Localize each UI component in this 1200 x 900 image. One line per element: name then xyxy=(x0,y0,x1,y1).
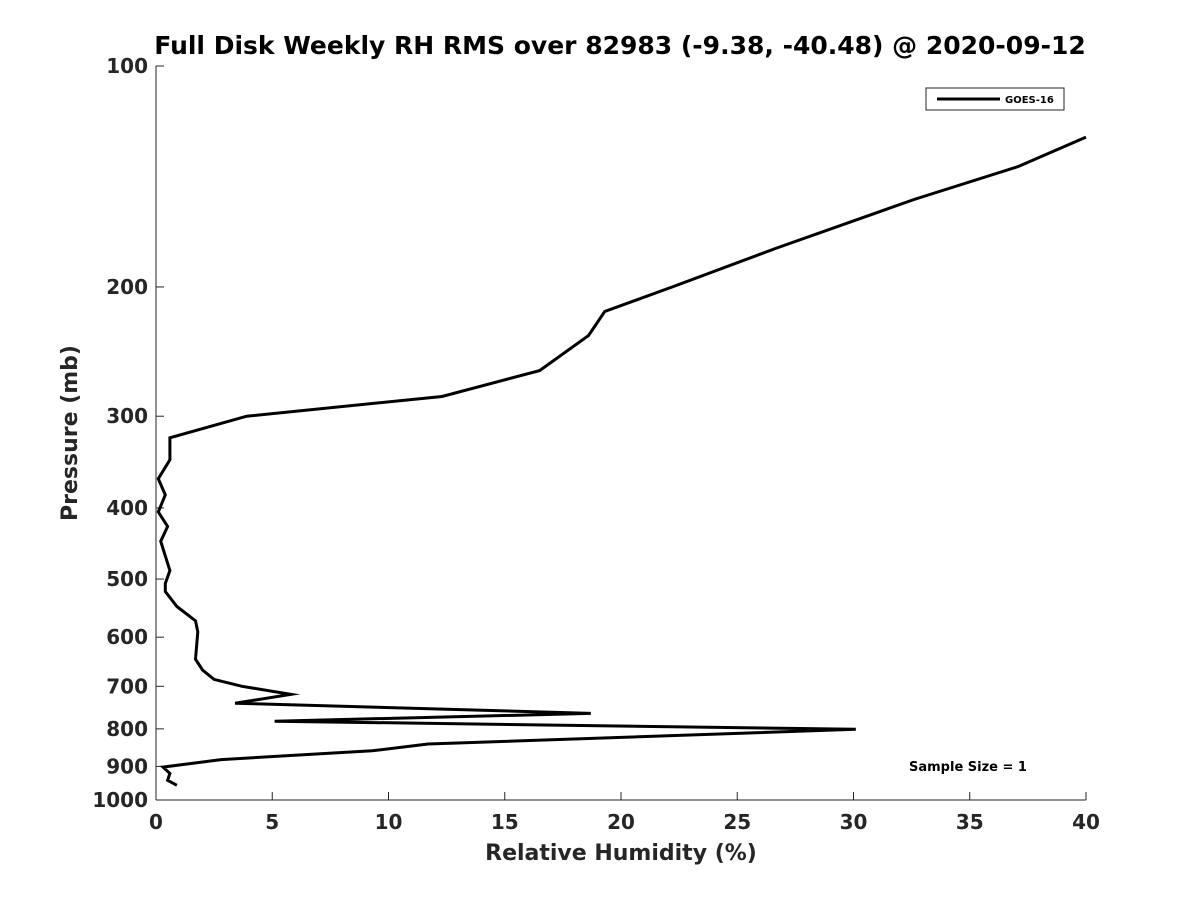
y-tick-label: 400 xyxy=(106,496,148,520)
y-axis-label: Pressure (mb) xyxy=(58,345,83,521)
y-tick-label: 700 xyxy=(106,674,148,698)
x-ticks: 0 5 10 15 20 25 30 35 40 xyxy=(149,792,1100,834)
x-tick-label: 0 xyxy=(149,810,163,834)
x-tick-label: 20 xyxy=(607,810,635,834)
y-tick-label: 800 xyxy=(106,717,148,741)
x-tick-label: 25 xyxy=(723,810,751,834)
x-tick-label: 10 xyxy=(375,810,403,834)
series-layer xyxy=(156,135,1087,787)
y-tick-label: 900 xyxy=(106,754,148,778)
y-tick-label: 600 xyxy=(106,625,148,649)
x-axis-label: Relative Humidity (%) xyxy=(485,841,757,866)
y-ticks: 100 200 300 400 500 600 700 800 900 1000 xyxy=(92,54,164,812)
sample-size-annotation: Sample Size = 1 xyxy=(909,760,1027,775)
y-tick-label: 1000 xyxy=(92,788,148,812)
y-tick-label: 300 xyxy=(106,404,148,428)
x-tick-label: 5 xyxy=(265,810,279,834)
x-tick-label: 35 xyxy=(956,810,984,834)
y-tick-label: 200 xyxy=(106,275,148,299)
legend-label: GOES-16 xyxy=(1005,95,1054,106)
x-tick-label: 30 xyxy=(840,810,868,834)
chart-title: Full Disk Weekly RH RMS over 82983 (-9.3… xyxy=(154,31,1086,60)
x-tick-label: 15 xyxy=(491,810,519,834)
series-line-1 xyxy=(156,135,1087,787)
legend: GOES-16 xyxy=(925,87,1065,111)
y-tick-label: 100 xyxy=(106,54,148,78)
x-tick-label: 40 xyxy=(1072,810,1100,834)
y-tick-label: 500 xyxy=(106,567,148,591)
